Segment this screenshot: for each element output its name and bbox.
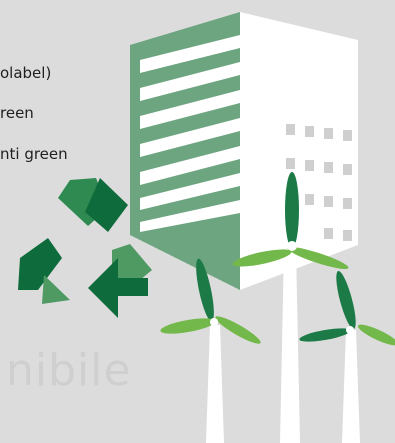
green-building-icon [130, 12, 358, 290]
text-line-green-2: nti green [0, 145, 68, 163]
faded-text: nibile [6, 345, 132, 396]
text-line-green: reen [0, 104, 34, 122]
text-line-ecolabel: olabel) [0, 64, 52, 82]
recycle-arrows-icon [18, 178, 152, 318]
wind-turbine-icon [160, 172, 395, 443]
